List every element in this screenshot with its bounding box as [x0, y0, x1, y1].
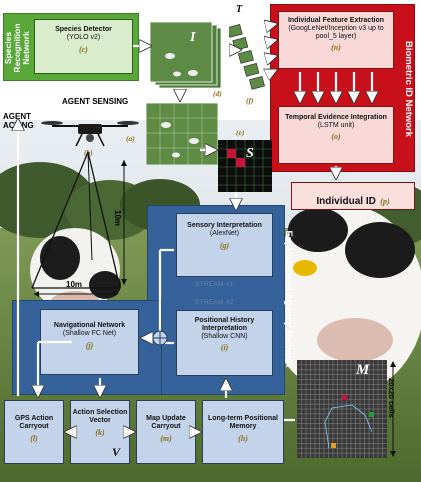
feature-extraction-sub: (GoogLeNet/Inception v3 up to pool_5 lay…	[288, 25, 384, 40]
stream-2-label: STREAM #2	[195, 299, 234, 306]
sensory-interpretation-box: Sensory Interpretation (AlexNet) (g)	[176, 213, 273, 277]
gps-tag: (l)	[30, 434, 38, 443]
species-detector-sub: (YOLO v2)	[66, 34, 101, 41]
sensory-title: Sensory Interpretation	[187, 222, 262, 229]
tag-e: (e)	[236, 128, 245, 137]
navigational-tag: (j)	[85, 341, 94, 350]
tag-f: (f)	[246, 96, 254, 105]
long-term-memory-box: Long-term Positional Memory (h)	[202, 400, 284, 464]
memory-grid-M	[297, 360, 387, 458]
agent-sensing-label: AGENT SENSING	[62, 97, 129, 106]
species-detector-box: Species Detector (YOLO v2) (c)	[34, 19, 133, 74]
species-detector-tag: (c)	[79, 45, 88, 54]
map-update-tag: (m)	[160, 434, 172, 443]
dim-10m-horizontal: 10m	[66, 280, 83, 289]
symbol-S: S	[246, 146, 254, 161]
memory-title: Long-term Positional Memory	[208, 415, 278, 430]
feature-extraction-box: Individual Feature Extraction (GoogLeNet…	[278, 11, 394, 69]
temporal-tag: (o)	[331, 132, 341, 141]
memory-tag: (h)	[238, 434, 248, 443]
tag-a: (a)	[126, 134, 135, 143]
species-detector-title: Species Detector	[55, 26, 112, 33]
positional-history-box: Positional History Interpretation (Shall…	[176, 310, 273, 376]
navigational-network-box: Navigational Network (Shallow FC Net) (j…	[40, 309, 139, 375]
sensory-tag: (g)	[219, 241, 230, 250]
positional-title: Positional History Interpretation	[194, 317, 255, 332]
drone-icon	[41, 121, 139, 147]
navigational-title: Navigational Network	[53, 322, 126, 329]
gps-action-box: GPS Action Carryout (l)	[4, 400, 64, 464]
image-stack-I	[149, 21, 222, 89]
sensory-grid-S	[218, 140, 272, 192]
map-update-box: Map Update Carryout (m)	[136, 400, 196, 464]
feature-extraction-title: Individual Feature Extraction	[287, 17, 385, 24]
symbol-M: M	[356, 362, 370, 378]
temporal-title: Temporal Evidence Integration	[285, 114, 387, 121]
grid-size-arrow	[390, 361, 396, 457]
map-update-title: Map Update Carryout	[146, 415, 186, 430]
individual-id-box: Individual ID (p)	[291, 182, 415, 210]
positional-tag: (i)	[220, 343, 229, 352]
action-vector-tag: (k)	[95, 428, 105, 437]
individual-id-tag: (p)	[380, 197, 390, 206]
action-vector-title: Action Selection Vector	[72, 409, 128, 424]
sensory-sub: (AlexNet)	[209, 230, 240, 237]
navigational-sub: (Shallow FC Net)	[62, 330, 117, 337]
temporal-sub: (LSTM unit)	[317, 122, 355, 129]
gps-title: GPS Action Carryout	[14, 415, 54, 430]
individual-id-title: Individual ID	[316, 196, 376, 207]
tag-d: (d)	[213, 89, 222, 98]
stream-1-label: STREAM #1	[195, 281, 234, 288]
cow-right	[265, 205, 421, 395]
symbol-I: I	[190, 30, 196, 45]
feature-extraction-tag: (n)	[331, 43, 341, 52]
symbol-T: T	[236, 4, 243, 15]
positional-sub: (Shallow CNN)	[201, 333, 248, 340]
temporal-integration-box: Temporal Evidence Integration (LSTM unit…	[278, 106, 394, 164]
symbol-V: V	[112, 445, 121, 459]
